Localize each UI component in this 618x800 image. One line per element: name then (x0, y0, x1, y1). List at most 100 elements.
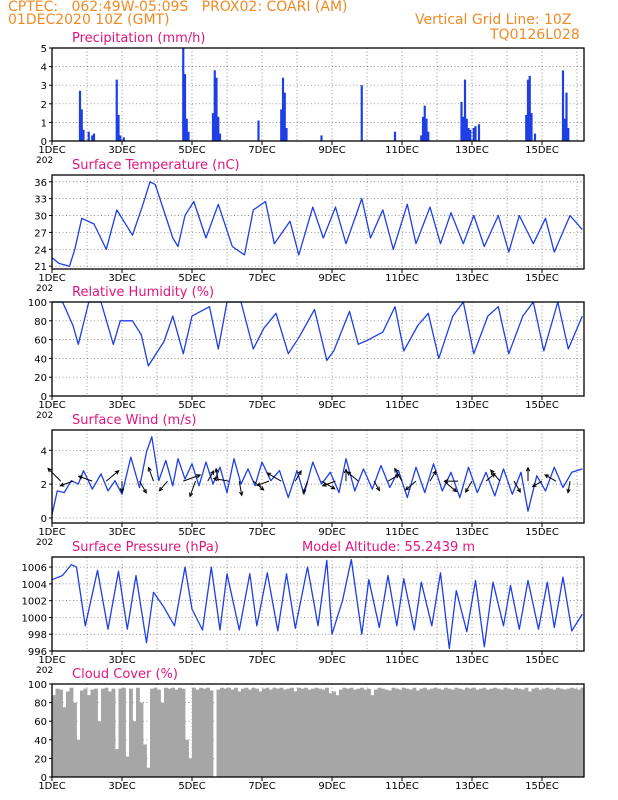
wind-arrow-shaft (294, 470, 302, 482)
precip-bar (421, 116, 425, 141)
cloud-bar (409, 689, 413, 777)
cloud-bar (101, 688, 105, 777)
wind-arrow-shaft (189, 480, 196, 497)
x-tick-label: 11DEC (385, 400, 419, 411)
x-tick-label: 15DEC (525, 273, 559, 284)
x-tick-label: 3DEC (108, 527, 135, 538)
cloud-bar (475, 689, 480, 777)
cloud-bar (59, 689, 63, 777)
wind-arrow-shaft (513, 480, 521, 493)
cloud-bar (94, 688, 98, 777)
cloud-bar (276, 688, 280, 777)
precip-bar (425, 118, 428, 141)
x-tick-label: 7DEC (248, 655, 275, 666)
series-line (51, 558, 583, 650)
wind-arrow-shaft (373, 480, 380, 491)
wind-arrow-head (525, 466, 531, 472)
wind-arrow-head (490, 469, 495, 475)
x-tick-label: 13DEC (455, 781, 489, 792)
cloud-bar (426, 689, 431, 777)
cloud-bar (122, 687, 126, 777)
x-tick-label: 1DEC (38, 655, 65, 666)
y-tick-label: 2 (41, 100, 47, 111)
cloud-bar (461, 689, 466, 777)
cloud-bar (419, 688, 424, 777)
cloud-bar (342, 687, 347, 777)
cloud-bar (220, 687, 224, 777)
wind-arrow-head (212, 476, 218, 482)
x-tick-label: 15DEC (525, 655, 559, 666)
cloud-bar (577, 689, 581, 777)
wind-arrow (490, 469, 501, 482)
cloud-bar (171, 687, 175, 777)
cloud-bar (367, 688, 371, 777)
panel-frame (51, 556, 585, 652)
wind-arrow (513, 480, 521, 494)
cloud-bar (251, 687, 256, 777)
cloud-bar (332, 691, 336, 777)
x-year-label: 202 (36, 538, 53, 548)
series-line (51, 181, 583, 267)
y-tick-label: 0 (41, 137, 47, 148)
wind-arrow (77, 475, 93, 482)
cloud-bar (304, 687, 308, 777)
cloud-bar (164, 687, 168, 777)
x-tick-label: 11DEC (385, 273, 419, 284)
cloud-bar (283, 689, 287, 777)
x-tick-label: 5DEC (178, 781, 205, 792)
cloud-bar (314, 687, 319, 777)
precip-bar (460, 101, 463, 141)
x-tick-label: 11DEC (385, 145, 419, 156)
precip-bar (117, 114, 120, 141)
cloud-bar (566, 688, 571, 777)
cloud-bar (503, 687, 508, 777)
y-tick-label: 20 (34, 373, 47, 384)
precip-bar (82, 129, 85, 141)
cloud-bar (160, 702, 165, 777)
wind-arrow-head (531, 482, 537, 488)
precip-bar (528, 75, 531, 141)
precip-bar (115, 79, 118, 141)
x-tick-label: 3DEC (108, 400, 135, 411)
wind-arrow-shaft (485, 473, 496, 482)
wind-arrow (465, 480, 473, 494)
cloud-bar (507, 688, 511, 777)
cloud-bar (69, 687, 74, 777)
precip-bar (92, 133, 96, 141)
cloud-bar (381, 688, 385, 777)
precip-bar (122, 137, 125, 141)
cloud-bar (118, 688, 123, 777)
cloud-bar (62, 707, 67, 777)
cloud-bar (458, 688, 462, 777)
cloud-bar (87, 695, 91, 777)
precip-bar (420, 135, 423, 141)
wind-arrow-shaft (387, 474, 400, 482)
y-tick-label: 60 (34, 717, 47, 728)
x-year-label: 202 (36, 666, 53, 676)
wind-arrow-head (210, 470, 215, 476)
cloud-bar (230, 689, 235, 777)
wind-arrow-shaft (544, 474, 557, 482)
panel-frame (51, 174, 585, 270)
precip-bar (469, 129, 472, 141)
wind-arrow (139, 480, 147, 494)
y-tick-label: 33 (34, 195, 47, 206)
cloud-bar (444, 687, 448, 777)
y-tick-label: 30 (34, 212, 47, 223)
wind-arrow (525, 466, 531, 482)
cloud-bar (486, 689, 490, 777)
precip-bar (211, 113, 215, 141)
y-tick-label: 20 (34, 754, 47, 765)
cloud-bar (76, 739, 81, 777)
cloud-bar (363, 689, 368, 777)
x-tick-label: 1DEC (38, 400, 65, 411)
x-year-label: 202 (36, 156, 53, 166)
cloud-bar (188, 758, 193, 777)
wind-arrow (394, 467, 403, 482)
cloud-bar (227, 687, 231, 777)
cloud-bar (482, 687, 487, 777)
panel-6: 0 20 40 60 80 100 1DEC 3DEC 5DEC 7DEC 9DEC 11DEC 13D… (28, 667, 585, 792)
cloud-bar (398, 689, 403, 777)
wind-arrow-shaft (490, 469, 501, 482)
y-tick-label: 2 (41, 480, 47, 491)
